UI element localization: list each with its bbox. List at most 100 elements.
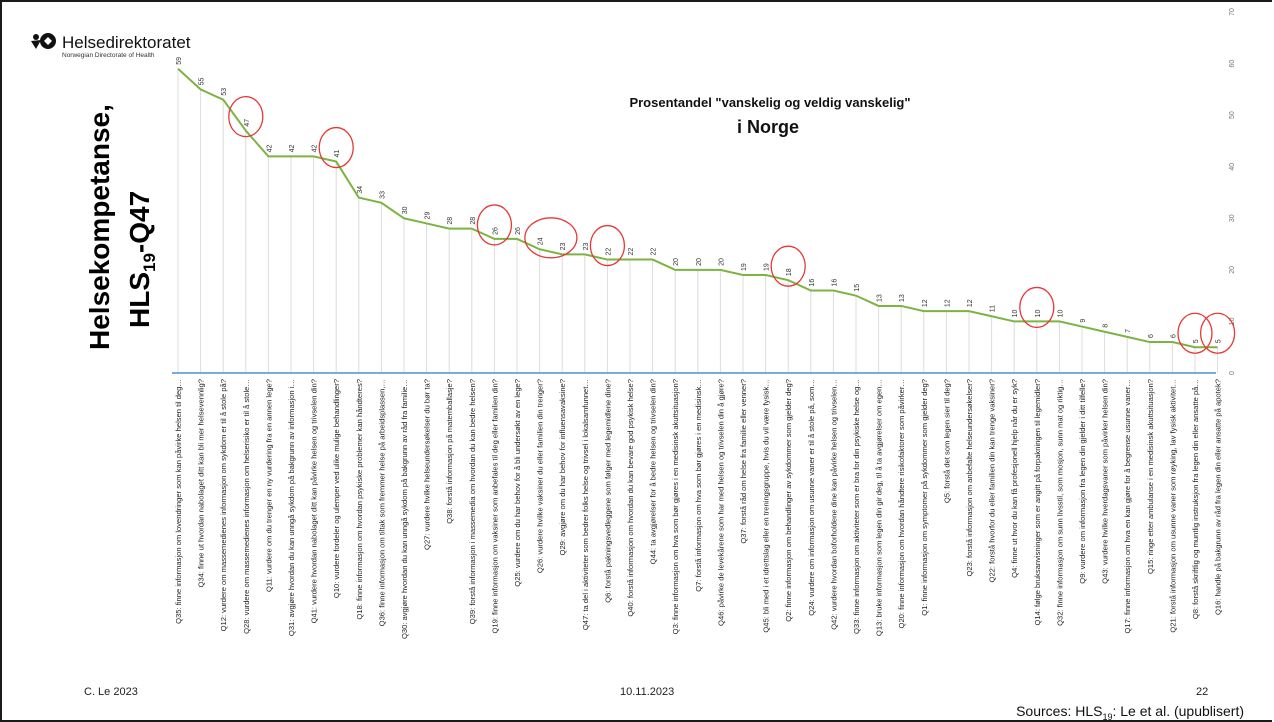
data-label: 23 [560,242,567,250]
data-label: 42 [312,145,319,153]
data-label: 22 [605,248,612,256]
data-label: 22 [628,248,635,256]
highlight-circle [476,204,513,246]
data-label: 19 [764,263,771,271]
chart-subtitle: i Norge [737,117,799,137]
x-tick-label: Q23: forstå informasjon om anbefalte hel… [965,379,974,577]
sources-pre: Sources: HLS [1016,703,1103,719]
data-label: 20 [673,258,680,266]
x-tick-label: Q33: finne informasjon om aktiviteter so… [852,379,861,634]
x-tick-label: Q6: forstå pakningsvedleggene som følger… [603,379,612,603]
data-label: 47 [244,119,251,127]
side-title-hls: HLS [124,272,155,328]
x-tick-label: Q26: vurdere hvilke vaksiner du eller fa… [536,379,545,573]
y-axis-ticks: 0 10 20 30 40 50 60 70 [1229,8,1236,375]
x-tick-label: Q46: påvirke de levekårene som har med h… [716,379,725,626]
data-label: 42 [266,145,273,153]
x-tick-label: Q28: vurdere om massemedienes informasjo… [242,379,251,634]
data-label: 30 [402,206,409,214]
x-tick-label: Q40: forstå informasjon om hvordan du ka… [626,379,635,617]
x-tick-label: Q17: finne informasjon om hva en kan gjø… [1123,379,1132,634]
data-label: 12 [967,299,974,307]
data-label: 13 [899,294,906,302]
y-tick-label: 50 [1229,111,1236,119]
series-line [177,67,1218,349]
x-tick-label: Q32: finne informasjon om sunn livsstil,… [1055,379,1064,626]
x-tick-label: Q16: handle på bakgrunn av råd fra legen… [1214,379,1223,615]
data-label: 28 [447,217,454,225]
x-tick-label: Q21: forstå informasjon om usunne vaner … [1168,379,1177,633]
data-label: 13 [877,294,884,302]
x-tick-label: Q38: forstå informasjon på matemballasje… [445,379,454,524]
highlight-circle [770,245,806,287]
x-tick-label: Q19: finne informasjon om vaksiner som a… [490,379,499,634]
footer-date: 10.11.2023 [620,686,675,698]
logo-subtitle: Norwegian Directorate of Health [62,52,155,59]
x-tick-label: Q27: vurdere hvilke helseundersøkelser d… [423,379,432,550]
x-axis-labels: Q35: finne informasjon om lovendringer s… [174,379,1223,639]
data-label: 29 [425,212,432,220]
data-label: 10 [1012,310,1019,318]
data-label: 33 [379,191,386,199]
x-tick-label: Q12: vurdere om massemedienes informasjo… [219,379,228,631]
y-tick-label: 70 [1229,8,1236,16]
highlight-circles [228,95,1236,354]
x-tick-label: Q29: avgjøre om du har behov for influen… [558,379,567,555]
data-label: 20 [718,258,725,266]
x-tick-label: Q31: avgjøre hvordan du kan unngå sykdom… [287,379,296,636]
data-label: 10 [1035,310,1042,318]
y-tick-label: 40 [1229,163,1236,171]
side-title-subscript: 19 [140,253,159,272]
y-tick-label: 0 [1229,371,1236,375]
logo-name: Helsedirektoratet [62,33,191,52]
data-label: 6 [1170,334,1177,338]
x-tick-label: Q39: forstå informasjon i massemedia om … [468,379,477,624]
x-tick-label: Q44: ta avgjørelser for å bedre helsen o… [649,379,658,564]
x-tick-label: Q42: vurdere hvordan boforholdene dine k… [829,379,838,630]
highlight-circle [524,217,578,259]
sources-sub: 19 [1102,711,1113,722]
highlight-circle [318,126,354,169]
x-tick-label: Q1: finne informasjon om symptomer på sy… [920,379,929,616]
data-label: 23 [583,242,590,250]
side-title-line1: Helsekompetanse, [84,104,115,350]
data-label: 24 [538,237,545,245]
data-label: 53 [221,88,228,96]
x-tick-label: Q25: vurdere om du har behov for å bli u… [513,379,522,587]
x-tick-label: Q35: finne informasjon om lovendringer s… [174,379,183,624]
x-tick-label: Q18: finne informasjon om hvordan psykis… [355,379,364,620]
x-tick-label: Q11: vurdere om du trenger en ny vurderi… [264,379,273,592]
data-label: 16 [831,279,838,287]
data-label: 15 [854,284,861,292]
data-label: 55 [199,77,206,85]
x-tick-label: Q45: bli med i et idrettslag eller en tr… [762,379,771,633]
data-label: 28 [470,217,477,225]
data-label: 34 [357,186,364,194]
x-tick-label: Q22: forstå hvorfor du eller familien di… [988,379,997,582]
data-label: 10 [1057,310,1064,318]
x-tick-label: Q37: forstå råd om helse fra familie ell… [739,379,748,544]
x-tick-label: Q10: vurdere fordeler og ulemper ved uli… [332,379,341,598]
x-tick-label: Q9: vurdere om informasjon fra legen din… [1078,379,1087,584]
data-label: 7 [1125,329,1132,333]
data-label: 5 [1193,339,1200,343]
x-tick-label: Q47: ta del i aktiviteter som bedrer fol… [581,379,590,630]
highlight-circle [1177,312,1213,354]
vertical-gridlines [177,68,1219,373]
x-tick-label: Q41: vurdere hvordan nabolaget ditt kan … [310,379,319,623]
data-label: 59 [176,57,183,65]
x-tick-label: Q43: vurdere hvilke hverdagsvaner som på… [1101,379,1110,584]
data-label: 6 [1148,334,1155,338]
highlight-circle [228,95,264,138]
data-label: 5 [1216,339,1223,343]
data-label: 9 [1080,319,1087,323]
x-tick-label: Q14: følge bruksanvisninger som er angit… [1033,379,1042,626]
data-label: 22 [651,248,658,256]
data-label: 41 [334,150,341,158]
x-tick-label: Q20: finne informasjon om hvordan håndte… [897,379,906,628]
highlight-circle [589,224,626,267]
x-tick-label: Q2: finne informasjon om behandlinger av… [784,379,793,622]
